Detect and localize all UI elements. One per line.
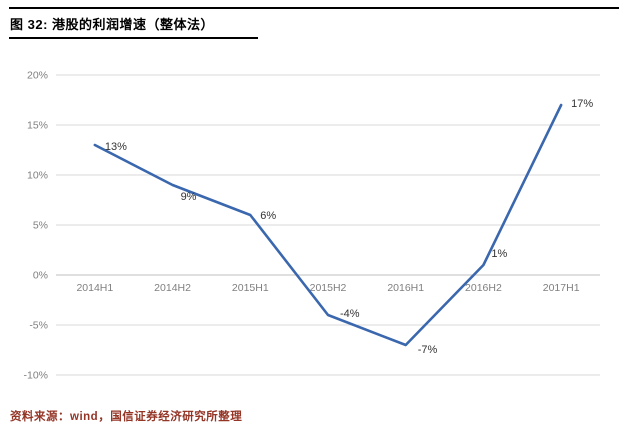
x-category-label: 2014H2	[154, 282, 191, 294]
chart-area: -10% -5% 0% 5% 10% 15% 20% 2014H1 2014H2 2015H1 20…	[0, 47, 628, 395]
profit-growth-line	[93, 103, 563, 347]
data-point-label: -4%	[340, 308, 360, 320]
data-point-label: 6%	[260, 210, 276, 222]
data-point-label: -7%	[418, 344, 438, 356]
chart-title: 图 32: 港股的利润增速（整体法）	[9, 9, 259, 39]
y-tick-label: 0%	[33, 270, 48, 282]
data-point-label: 9%	[181, 191, 197, 203]
x-category-label: 2015H2	[310, 282, 347, 294]
line-chart: -10% -5% 0% 5% 10% 15% 20% 2014H1 2014H2 2015H1 20…	[23, 70, 600, 382]
y-tick-label: 5%	[33, 220, 48, 232]
x-category-label: 2014H1	[76, 282, 113, 294]
x-category-label: 2016H1	[387, 282, 424, 294]
source-note: 资料来源：wind，国信证券经济研究所整理	[10, 411, 243, 423]
chart-header: 图 32: 港股的利润增速（整体法）	[9, 7, 619, 39]
x-category-label: 2017H1	[543, 282, 580, 294]
y-tick-label: -10%	[23, 370, 48, 382]
y-tick-label: -5%	[29, 320, 48, 332]
data-point-label: 13%	[105, 141, 127, 153]
data-point-label: 1%	[491, 248, 507, 260]
y-tick-label: 15%	[27, 120, 48, 132]
y-tick-label: 10%	[27, 170, 48, 182]
x-category-label: 2016H2	[465, 282, 502, 294]
data-point-label: 17%	[571, 98, 593, 110]
y-tick-label: 20%	[27, 70, 48, 82]
x-category-label: 2015H1	[232, 282, 269, 294]
